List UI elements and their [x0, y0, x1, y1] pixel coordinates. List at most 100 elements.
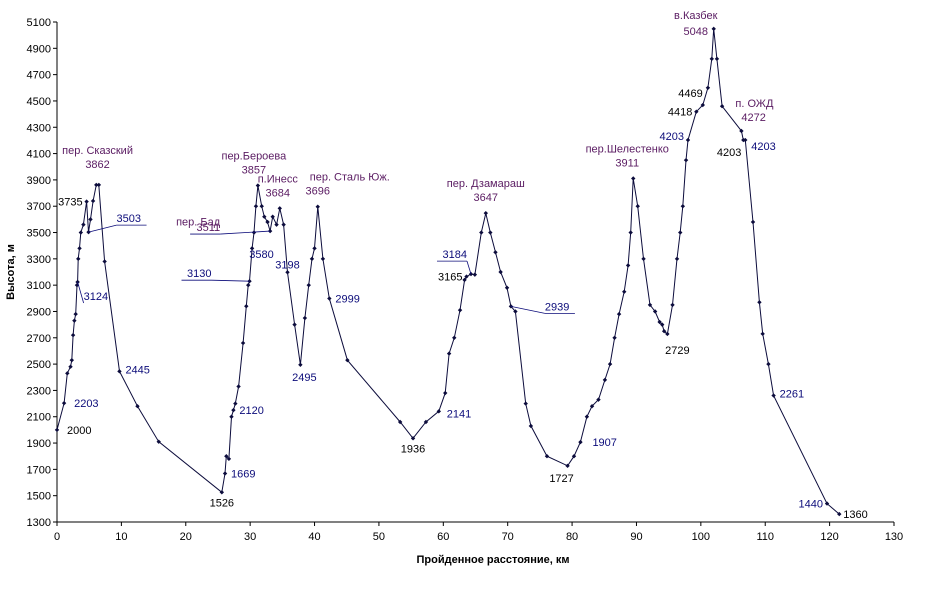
data-point — [244, 304, 249, 309]
data-point — [743, 137, 748, 143]
data-point — [253, 204, 259, 209]
data-point — [423, 419, 429, 425]
y-tick-label: 4500 — [27, 96, 51, 108]
data-point — [443, 390, 448, 396]
data-point — [488, 230, 493, 235]
data-point — [72, 318, 77, 323]
data-point — [236, 384, 241, 389]
data-point — [705, 85, 711, 90]
data-point — [757, 300, 762, 305]
data-point — [262, 214, 267, 219]
y-tick-label: 3300 — [27, 254, 51, 266]
point-label: 2261 — [780, 389, 804, 401]
data-point — [68, 364, 73, 369]
point-label: 2445 — [125, 364, 149, 376]
point-label: 4203 — [659, 131, 683, 143]
data-point — [306, 282, 311, 288]
point-label: пер.Шелестенко — [586, 143, 669, 155]
annotations: 2000 2203 3124 3735 3503 пер. Сказский 3862 244… — [58, 10, 868, 521]
y-tick-label: 2300 — [27, 385, 51, 397]
data-point — [678, 230, 683, 235]
data-point — [77, 246, 82, 251]
data-point — [96, 182, 102, 188]
data-point — [285, 270, 290, 275]
data-point — [446, 351, 452, 356]
data-point — [771, 393, 776, 398]
data-point — [665, 331, 670, 337]
y-tick-label: 4700 — [27, 70, 51, 82]
x-tick-label: 80 — [566, 531, 578, 543]
y-tick-label: 3900 — [27, 175, 51, 187]
point-label: 2141 — [447, 408, 471, 420]
data-point — [292, 322, 297, 327]
point-label: пер. Бад — [176, 217, 221, 229]
data-point — [483, 210, 489, 216]
y-tick-label: 4900 — [27, 43, 51, 55]
x-tick-label: 30 — [244, 531, 256, 543]
annotation-leader — [211, 279, 250, 282]
data-point — [635, 204, 640, 209]
x-tick-label: 130 — [885, 531, 903, 543]
point-label: 3911 — [615, 157, 639, 169]
point-label: 2729 — [665, 345, 689, 357]
data-point — [88, 217, 93, 222]
point-label: 3696 — [306, 186, 330, 198]
data-point — [281, 222, 286, 227]
point-label: пер. Сталь Юж. — [310, 172, 390, 184]
data-point — [452, 335, 457, 340]
data-point — [641, 256, 646, 262]
point-label: 3684 — [266, 187, 290, 199]
data-point — [462, 277, 467, 283]
point-label: п. ОЖД — [735, 98, 774, 110]
annotation-leader — [220, 230, 271, 235]
y-tick-label: 2100 — [27, 412, 51, 424]
data-point — [660, 322, 665, 327]
point-label: 3862 — [85, 159, 109, 171]
x-tick-label: 0 — [54, 531, 60, 543]
data-point — [680, 204, 686, 209]
y-tick-label: 1900 — [27, 438, 51, 450]
point-label: пер. Сказский — [62, 145, 133, 157]
data-point — [61, 400, 67, 406]
data-point — [255, 183, 261, 188]
data-point — [247, 279, 252, 284]
point-label: 1907 — [592, 437, 616, 449]
y-axis-ticks: 1300 1500 1700 1900 2100 2300 2500 2700 2900 3100… — [27, 17, 57, 529]
data-point — [589, 404, 595, 409]
data-point — [631, 176, 636, 181]
data-point — [436, 409, 442, 414]
y-tick-label: 2700 — [27, 333, 51, 345]
y-tick-label: 3500 — [27, 228, 51, 240]
data-point — [267, 228, 273, 234]
data-point — [544, 454, 550, 459]
point-label: 1727 — [549, 473, 573, 485]
point-label: 3503 — [117, 213, 141, 225]
data-point — [249, 246, 255, 251]
y-tick-label: 5100 — [27, 17, 51, 29]
data-point — [315, 204, 320, 209]
y-tick-label: 1300 — [27, 517, 51, 529]
data-point — [277, 206, 282, 211]
data-point — [578, 439, 583, 445]
data-point — [345, 357, 350, 363]
data-point — [472, 272, 478, 277]
point-label: 4203 — [751, 141, 775, 153]
data-point — [54, 427, 60, 433]
point-label: пер. Дзамараш — [447, 178, 525, 190]
y-tick-label: 4300 — [27, 122, 51, 134]
data-point — [229, 414, 234, 419]
point-label: 2203 — [74, 398, 98, 410]
point-label: 2939 — [545, 301, 569, 313]
point-label: 4203 — [717, 147, 741, 159]
data-point — [760, 331, 765, 337]
data-point — [584, 414, 590, 419]
point-label: 3165 — [438, 272, 462, 284]
y-tick-label: 3100 — [27, 280, 51, 292]
data-point — [628, 230, 633, 235]
x-tick-label: 50 — [373, 531, 385, 543]
data-point — [233, 401, 238, 406]
data-point — [657, 319, 662, 325]
data-point — [90, 198, 96, 204]
data-point — [694, 109, 699, 114]
